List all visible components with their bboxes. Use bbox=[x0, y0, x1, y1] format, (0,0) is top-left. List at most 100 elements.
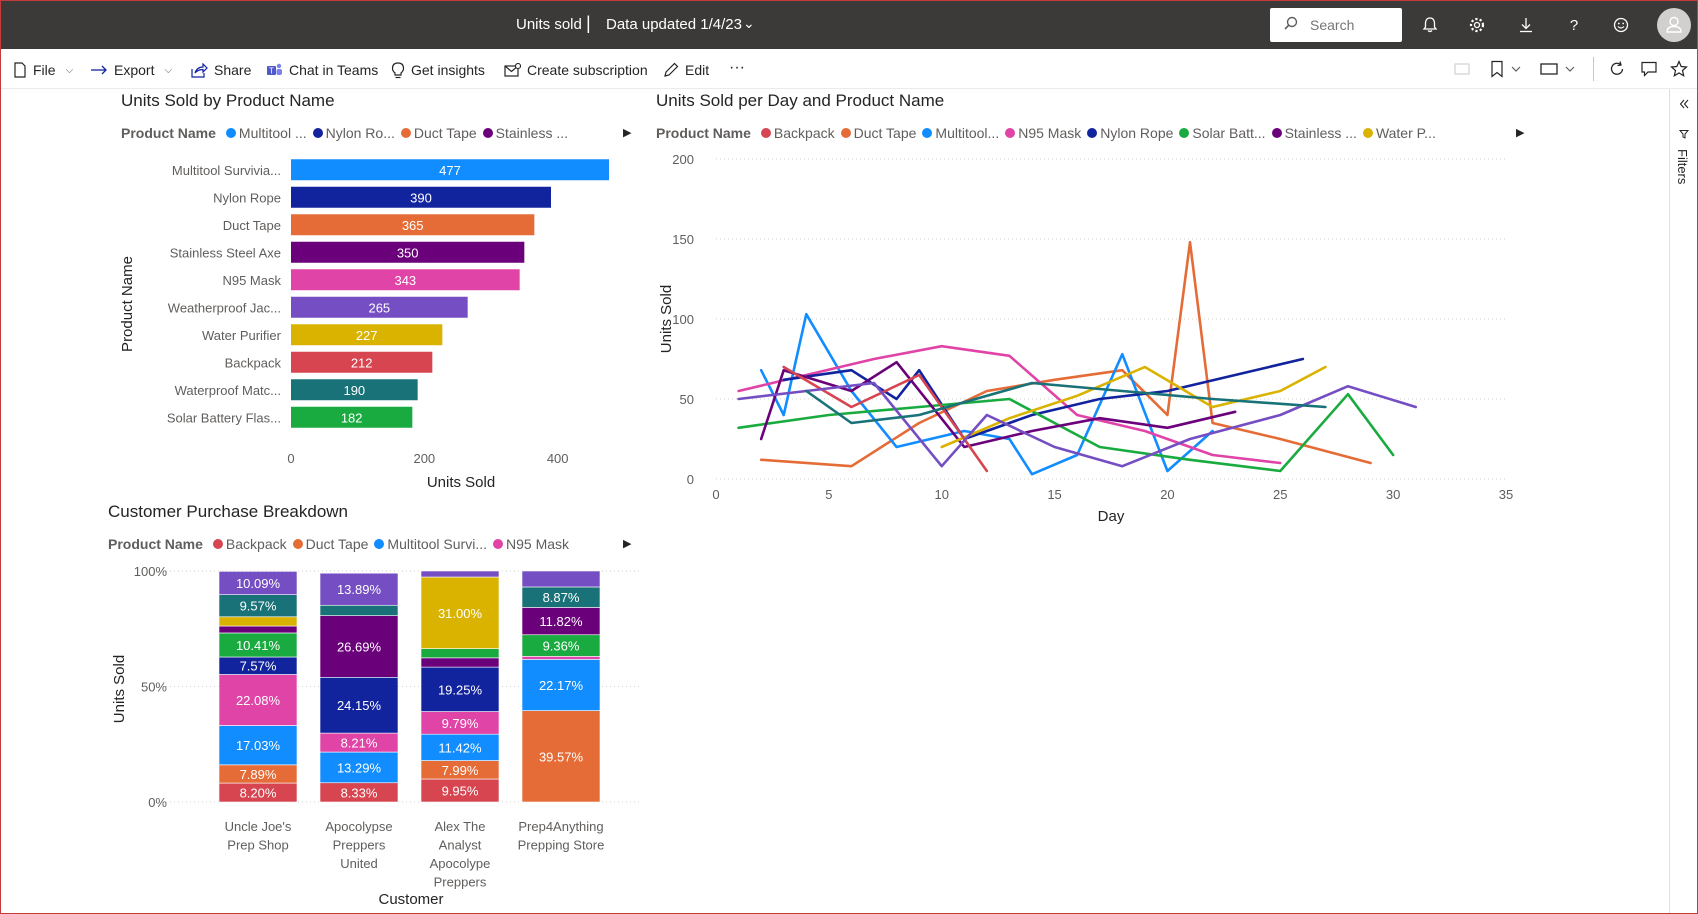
legend-label: Multitool Survi... bbox=[387, 536, 487, 552]
mail-subscription-icon bbox=[504, 62, 521, 77]
export-arrow-icon bbox=[91, 65, 107, 75]
legend-next-arrow-icon[interactable]: ▶ bbox=[623, 127, 632, 139]
series-line bbox=[940, 365, 1327, 449]
legend-item[interactable]: Multitool ... bbox=[225, 125, 307, 141]
x-axis-title: Units Sold bbox=[427, 474, 495, 491]
edit-button[interactable]: Edit bbox=[663, 60, 709, 80]
legend-label: Nylon Rope bbox=[1100, 125, 1174, 141]
bar-data-label: 365 bbox=[402, 218, 424, 233]
search-input[interactable] bbox=[1310, 15, 1395, 35]
reading-view-icon[interactable] bbox=[1453, 60, 1471, 78]
chat-in-teams-button[interactable]: T Chat in Teams bbox=[266, 60, 378, 80]
legend-label: Duct Tape bbox=[413, 125, 477, 141]
legend-dot-icon bbox=[225, 128, 236, 138]
bar-data-label: 182 bbox=[341, 410, 363, 425]
bar-data-label: 390 bbox=[410, 190, 432, 205]
legend-item[interactable]: Stainless ... bbox=[1271, 125, 1357, 141]
segment-data-label: 17.03% bbox=[236, 738, 281, 753]
bar-category-label: Solar Battery Flas... bbox=[167, 410, 281, 425]
user-avatar[interactable] bbox=[1657, 8, 1691, 42]
x-axis-title: Customer bbox=[378, 891, 443, 908]
segment-data-label: 11.42% bbox=[438, 740, 482, 755]
legend-item[interactable]: Stainless ... bbox=[482, 125, 569, 141]
stack-segment bbox=[420, 648, 500, 659]
y-tick-label: 50% bbox=[141, 680, 167, 695]
favorite-star-icon[interactable] bbox=[1670, 60, 1688, 78]
legend-item[interactable]: Backpack bbox=[212, 536, 287, 552]
share-button[interactable]: Share bbox=[191, 60, 251, 80]
legend-dot-icon bbox=[1087, 128, 1098, 138]
filters-pane[interactable]: Filters bbox=[1669, 89, 1697, 913]
help-icon[interactable]: ? bbox=[1564, 15, 1584, 35]
report-title: Units sold bbox=[516, 16, 582, 33]
create-subscription-button[interactable]: Create subscription bbox=[504, 60, 648, 80]
chevron-down-icon[interactable] bbox=[1564, 60, 1576, 78]
customer-category-label: Apocolype bbox=[430, 856, 491, 871]
legend-label: Stainless ... bbox=[495, 125, 569, 141]
bell-icon[interactable] bbox=[1420, 15, 1440, 35]
segment-data-label: 13.29% bbox=[337, 760, 382, 775]
legend-item[interactable]: Multitool Survi... bbox=[374, 536, 487, 552]
smiley-feedback-icon[interactable] bbox=[1611, 15, 1631, 35]
bar-chart-legend: Product Name Multitool ... Nylon Ro... Duc… bbox=[121, 125, 574, 141]
series-line bbox=[804, 381, 1327, 425]
legend-dot-icon bbox=[212, 539, 223, 549]
segment-data-label: 10.41% bbox=[236, 638, 281, 653]
stack-segment bbox=[420, 570, 500, 578]
x-tick-label: 5 bbox=[825, 487, 832, 502]
stack-segment bbox=[420, 576, 500, 649]
line-chart-legend: Product Name Backpack Duct Tape Multitool.… bbox=[656, 125, 1442, 141]
comment-icon[interactable] bbox=[1640, 60, 1658, 78]
legend-item[interactable]: Backpack bbox=[760, 125, 835, 141]
bar-data-label: 212 bbox=[351, 355, 373, 370]
chevron-down-icon[interactable]: ⌄ bbox=[743, 15, 755, 31]
legend-next-arrow-icon[interactable]: ▶ bbox=[1516, 127, 1525, 139]
more-options-button[interactable]: ··· bbox=[729, 59, 745, 76]
chevron-double-left-icon[interactable] bbox=[1679, 99, 1689, 109]
share-icon bbox=[191, 62, 208, 78]
refresh-icon[interactable] bbox=[1608, 60, 1626, 78]
y-tick-label: 100% bbox=[134, 564, 168, 579]
bar-category-label: Duct Tape bbox=[223, 218, 281, 233]
bookmark-icon[interactable] bbox=[1488, 60, 1506, 78]
legend-dot-icon bbox=[1362, 128, 1373, 138]
svg-text:T: T bbox=[269, 67, 274, 76]
stack-segment bbox=[420, 666, 500, 712]
x-tick-label: 400 bbox=[547, 451, 569, 466]
stack-segment bbox=[319, 615, 399, 678]
legend-item[interactable]: N95 Mask bbox=[493, 536, 569, 552]
legend-item[interactable]: Solar Batt... bbox=[1179, 125, 1266, 141]
command-bar: File ⌵ Export ⌵ Share T Chat in Teams Ge… bbox=[1, 49, 1697, 89]
download-icon[interactable] bbox=[1516, 15, 1536, 35]
legend-item[interactable]: Nylon Ro... bbox=[312, 125, 395, 141]
legend-item[interactable]: Multitool... bbox=[922, 125, 999, 141]
customer-category-label: Prep4Anything bbox=[518, 819, 603, 834]
legend-item[interactable]: Water P... bbox=[1362, 125, 1436, 141]
x-tick-label: 30 bbox=[1386, 487, 1400, 502]
legend-dot-icon bbox=[760, 128, 771, 138]
segment-data-label: 8.87% bbox=[543, 590, 580, 605]
chevron-down-icon[interactable] bbox=[1510, 60, 1522, 78]
legend-item[interactable]: Duct Tape bbox=[292, 536, 368, 552]
legend-item[interactable]: Duct Tape bbox=[840, 125, 916, 141]
legend-item[interactable]: N95 Mask bbox=[1005, 125, 1081, 141]
legend-next-arrow-icon[interactable]: ▶ bbox=[623, 538, 632, 550]
export-menu[interactable]: Export ⌵ bbox=[90, 60, 172, 80]
view-layout-icon[interactable] bbox=[1540, 60, 1558, 78]
data-updated-dropdown[interactable]: Data updated 1/4/23 bbox=[606, 16, 742, 33]
legend-label: Solar Batt... bbox=[1192, 125, 1266, 141]
bar bbox=[291, 214, 535, 236]
stack-segment bbox=[218, 632, 298, 658]
legend-item[interactable]: Duct Tape bbox=[400, 125, 477, 141]
y-axis-title: Units Sold bbox=[658, 285, 675, 353]
stack-segment bbox=[521, 659, 601, 711]
customer-breakdown-stacked-chart: 0% 50% 100% 8.20% 7.89% 17.03% 22.08% 7.57% 10.4… bbox=[111, 564, 641, 908]
chat-label: Chat in Teams bbox=[289, 62, 379, 78]
legend-dot-icon bbox=[482, 128, 493, 138]
top-header-bar: Units sold | Data updated 1/4/23 ⌄ ? bbox=[1, 1, 1697, 49]
search-box[interactable] bbox=[1270, 8, 1402, 42]
get-insights-button[interactable]: Get insights bbox=[391, 60, 485, 80]
file-menu[interactable]: File ⌵ bbox=[13, 60, 73, 80]
gear-icon[interactable] bbox=[1467, 15, 1487, 35]
legend-item[interactable]: Nylon Rope bbox=[1087, 125, 1173, 141]
